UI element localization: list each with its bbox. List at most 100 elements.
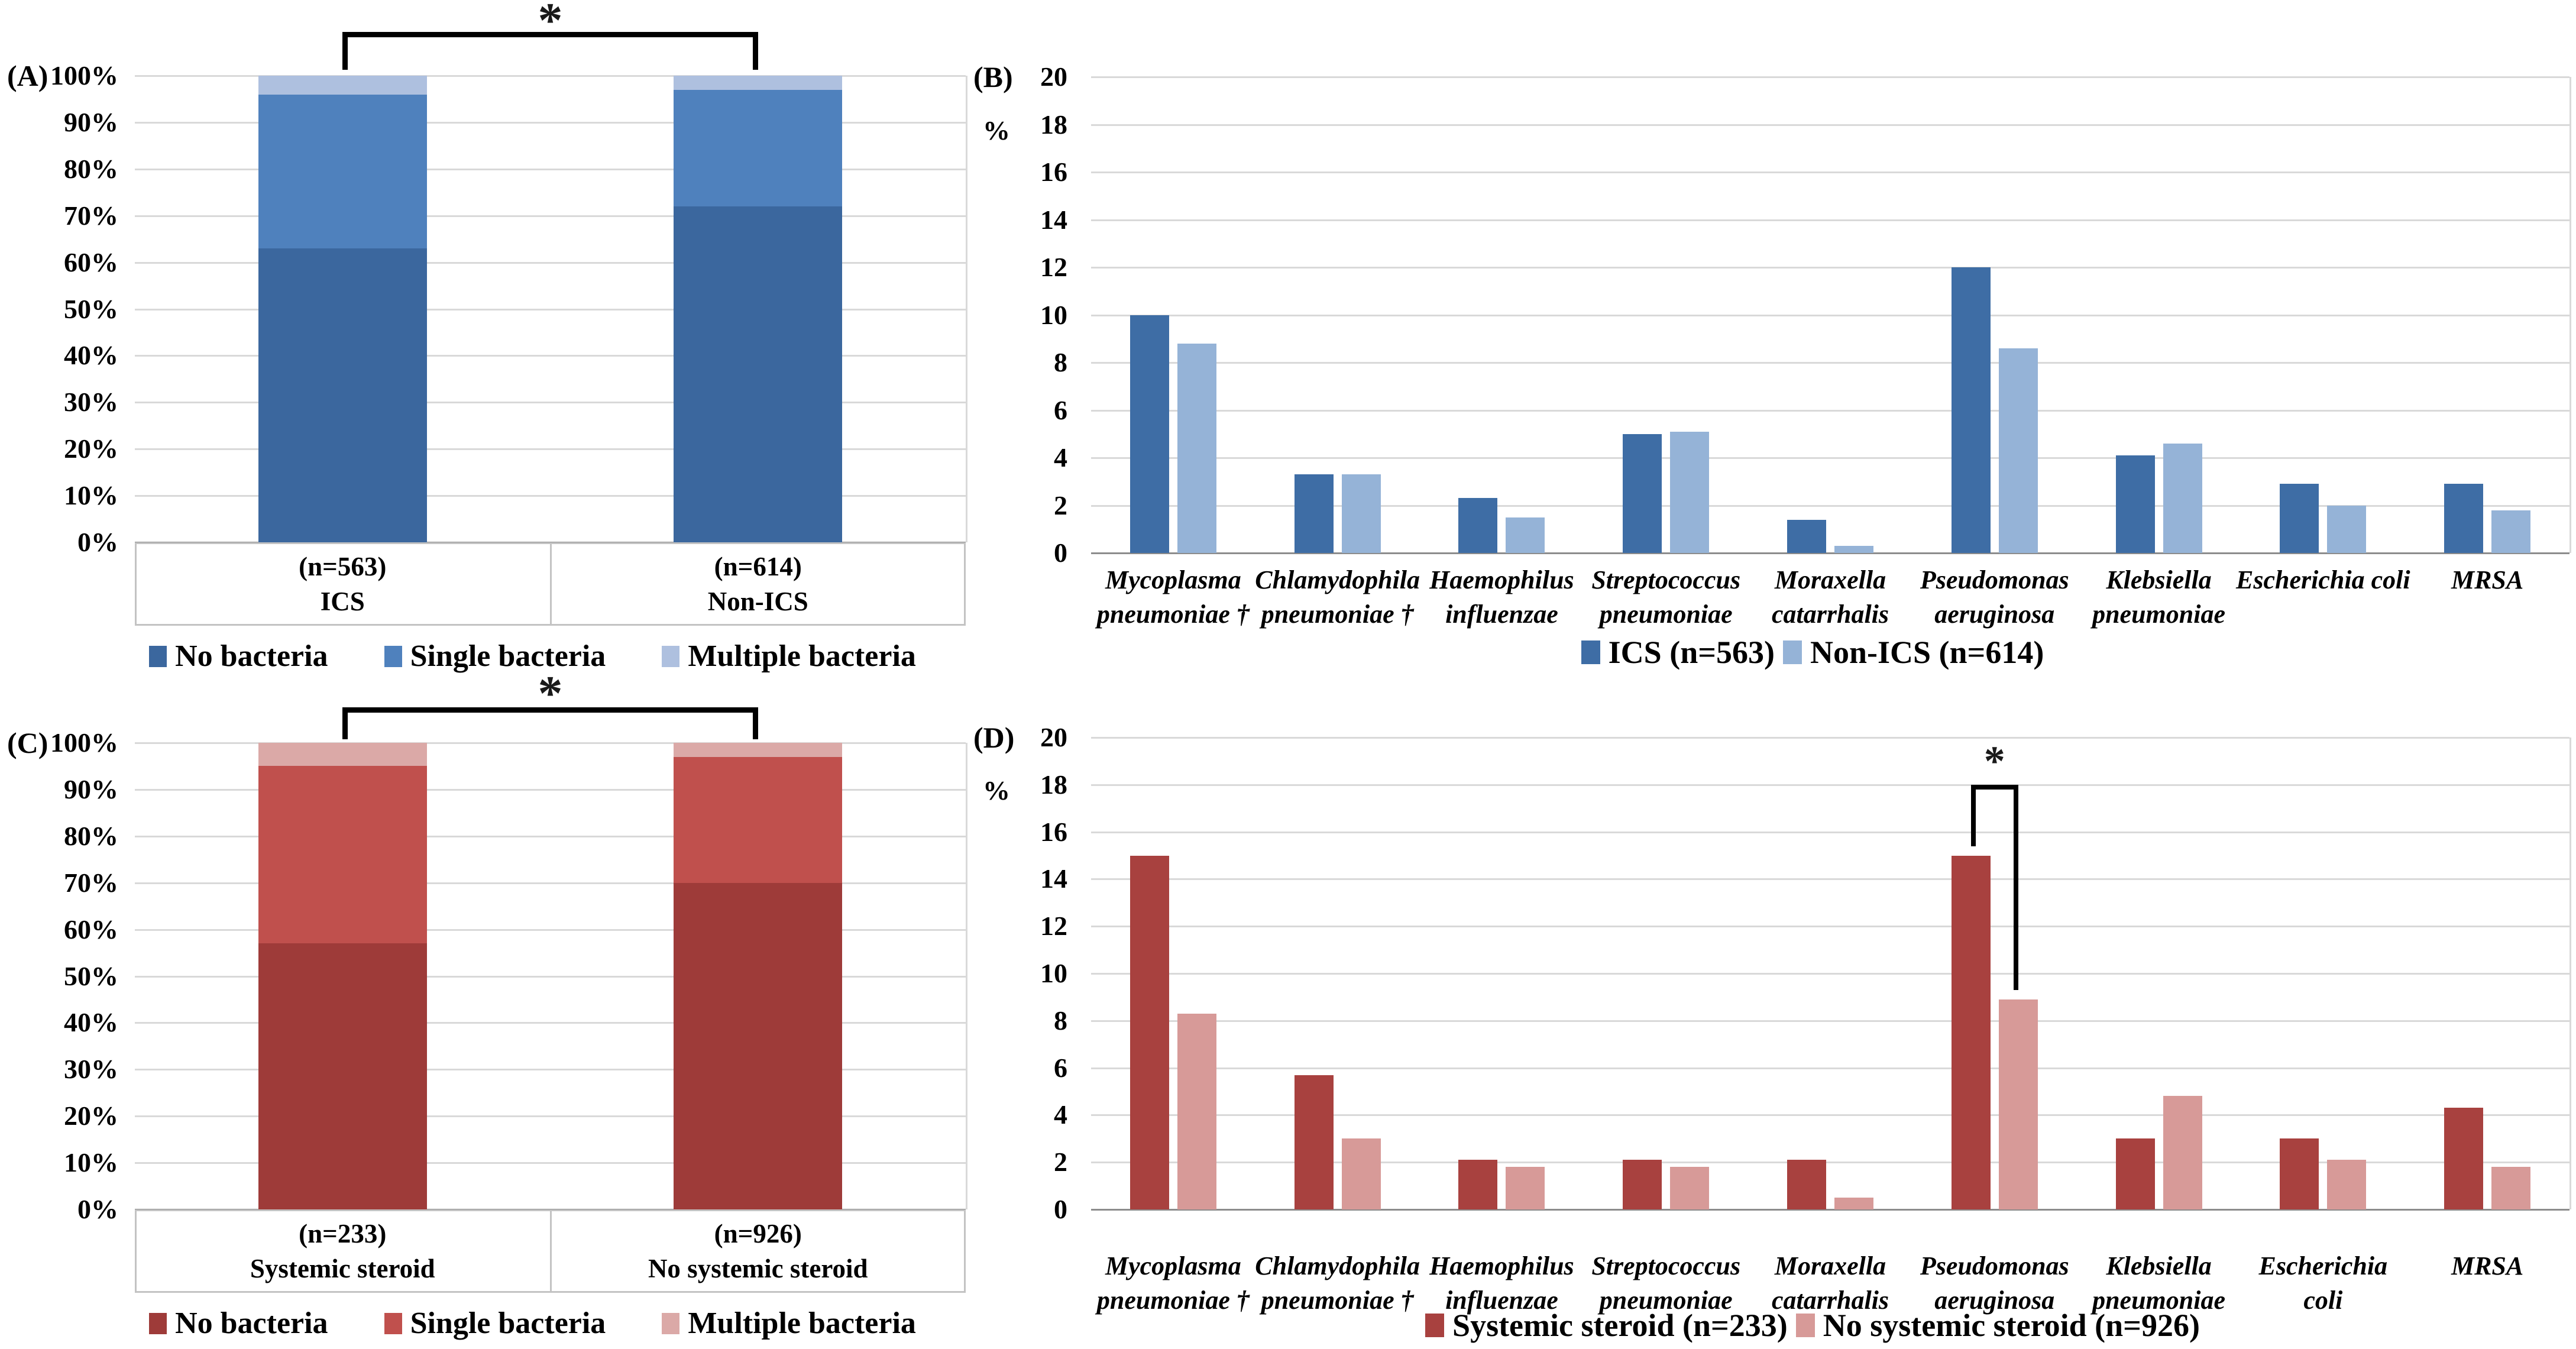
bar-ics-n-563- — [2280, 484, 2319, 553]
legend-item: ICS (n=563) — [1581, 634, 1775, 671]
gridline — [1091, 926, 2569, 928]
panel-a-letter: (A) — [7, 59, 48, 92]
category-label-line: pneumoniae † — [1096, 600, 1250, 629]
y-tick-label: 80% — [64, 153, 118, 184]
category-label: Escherichia coli — [2241, 1249, 2405, 1318]
y-tick-label: 40% — [64, 1007, 118, 1038]
bar-ics-n-563- — [1787, 519, 1826, 553]
gridline — [1091, 314, 2569, 316]
gridline — [1091, 784, 2569, 786]
y-tick-label: 20 — [1040, 62, 1067, 92]
category-cell: (n=233) Systemic steroid — [135, 1213, 551, 1289]
category-label-line: pneumoniae † — [1261, 1286, 1414, 1315]
bar-non-ics-n-614- — [1506, 517, 1545, 553]
y-tick-label: 12 — [1040, 252, 1067, 282]
gridline — [1091, 457, 2569, 459]
bar-segment-multiple-bacteria — [674, 76, 843, 90]
gridline — [135, 1162, 966, 1164]
y-tick-label: 30% — [64, 387, 118, 418]
category-label-line: Streptococcus — [1591, 1251, 1741, 1280]
legend-swatch — [662, 1312, 680, 1334]
gridline — [1091, 878, 2569, 881]
legend: Systemic steroid (n=233) No systemic ster… — [1056, 1307, 2569, 1344]
gridline — [135, 495, 966, 497]
gridline — [135, 742, 966, 744]
category-label: Moraxella catarrhalis — [1748, 1249, 1912, 1318]
significance-bracket-left — [342, 707, 348, 739]
legend-item: Non-ICS (n=614) — [1782, 634, 2044, 671]
legend-item: Systemic steroid (n=233) — [1425, 1307, 1788, 1344]
legend-swatch — [384, 645, 402, 667]
gridline — [1091, 172, 2569, 173]
significance-asterisk: * — [538, 666, 563, 721]
bar-non-ics-n-614- — [1998, 348, 2038, 553]
category-label-line: Mycoplasma — [1105, 1251, 1241, 1280]
y-tick-label: 60% — [64, 247, 118, 277]
category-label-line: Escherichia — [2258, 1251, 2388, 1280]
category-label: Klebsiella pneumoniae — [2077, 1249, 2241, 1318]
category-label: Haemophilus influenzae — [1420, 563, 1584, 632]
y-tick-label: 90% — [64, 774, 118, 804]
legend: ICS (n=563) Non-ICS (n=614) — [1056, 634, 2569, 671]
y-tick-label: 14 — [1040, 204, 1067, 235]
gridline — [135, 168, 966, 170]
y-tick-label: 20% — [64, 1101, 118, 1131]
y-tick-label: 20% — [64, 434, 118, 464]
category-count: (n=614) — [714, 552, 802, 581]
significance-bracket-left — [342, 32, 348, 70]
y-tick-label: 14 — [1040, 863, 1067, 894]
bar-systemic-steroid-n-233- — [1130, 855, 1169, 1209]
gridline — [1091, 409, 2569, 412]
category-label-line: aeruginosa — [1934, 600, 2055, 629]
legend-swatch — [1795, 1314, 1815, 1337]
bar-no-systemic-steroid-n-926- — [2163, 1096, 2202, 1209]
category-label-line: Mycoplasma — [1105, 565, 1241, 594]
gridline — [135, 261, 966, 264]
bar-ics-n-563- — [1130, 315, 1169, 553]
bar-systemic-steroid-n-233- — [1458, 1160, 1498, 1209]
y-tick-label: 2 — [1054, 1147, 1067, 1177]
category-count: (n=233) — [299, 1219, 387, 1248]
category-label: Klebsiella pneumoniae — [2077, 563, 2241, 632]
bar-no-systemic-steroid-n-926- — [1506, 1167, 1545, 1209]
category-cell: (n=614) Non-ICS — [551, 546, 966, 622]
legend-label: Single bacteria — [410, 1306, 606, 1340]
significance-bracket-bar — [1970, 784, 2018, 790]
category-label-line: pneumoniae † — [1261, 600, 1414, 629]
category-name: ICS — [320, 587, 365, 616]
panel-b-unit-label: % — [983, 115, 1010, 145]
bar-ics-n-563- — [2115, 455, 2155, 553]
bar-segment-no-bacteria — [258, 248, 427, 542]
category-label-line: Streptococcus — [1591, 565, 1741, 594]
gridline — [135, 308, 966, 310]
bar-segment-multiple-bacteria — [674, 743, 843, 757]
y-tick-label: 10% — [64, 1147, 118, 1178]
gridline — [135, 121, 966, 124]
y-tick-label: 6 — [1054, 1052, 1067, 1083]
bar-systemic-steroid-n-233- — [1951, 855, 1991, 1209]
significance-asterisk: * — [538, 0, 563, 48]
gridline — [1091, 504, 2569, 507]
category-label: MRSA — [2405, 563, 2569, 597]
category-label-line: influenzae — [1445, 600, 1558, 629]
legend-label: Single bacteria — [410, 639, 606, 673]
y-tick-label: 2 — [1054, 490, 1067, 520]
gridline — [1091, 1020, 2569, 1022]
bar-non-ics-n-614- — [1670, 431, 1710, 553]
gridline — [135, 448, 966, 451]
category-name: Systemic steroid — [250, 1254, 435, 1283]
category-label-line: Haemophilus — [1429, 565, 1574, 594]
category-label: Pseudomonas aeruginosa — [1912, 1249, 2077, 1318]
category-label: Chlamydophila pneumoniae † — [1255, 563, 1420, 632]
gridline — [1091, 124, 2569, 126]
legend-swatch — [662, 645, 680, 667]
gridline — [1091, 737, 2569, 739]
y-tick-label: 6 — [1054, 394, 1067, 425]
y-tick-label: 40% — [64, 340, 118, 371]
legend: No bacteria Single bacteria Multiple bacte… — [99, 639, 966, 674]
category-label-line: Klebsiella — [2106, 1251, 2212, 1280]
y-tick-label: 4 — [1054, 1099, 1067, 1130]
bar-systemic-steroid-n-233- — [1787, 1160, 1826, 1209]
bar-ics-n-563- — [2444, 484, 2484, 553]
